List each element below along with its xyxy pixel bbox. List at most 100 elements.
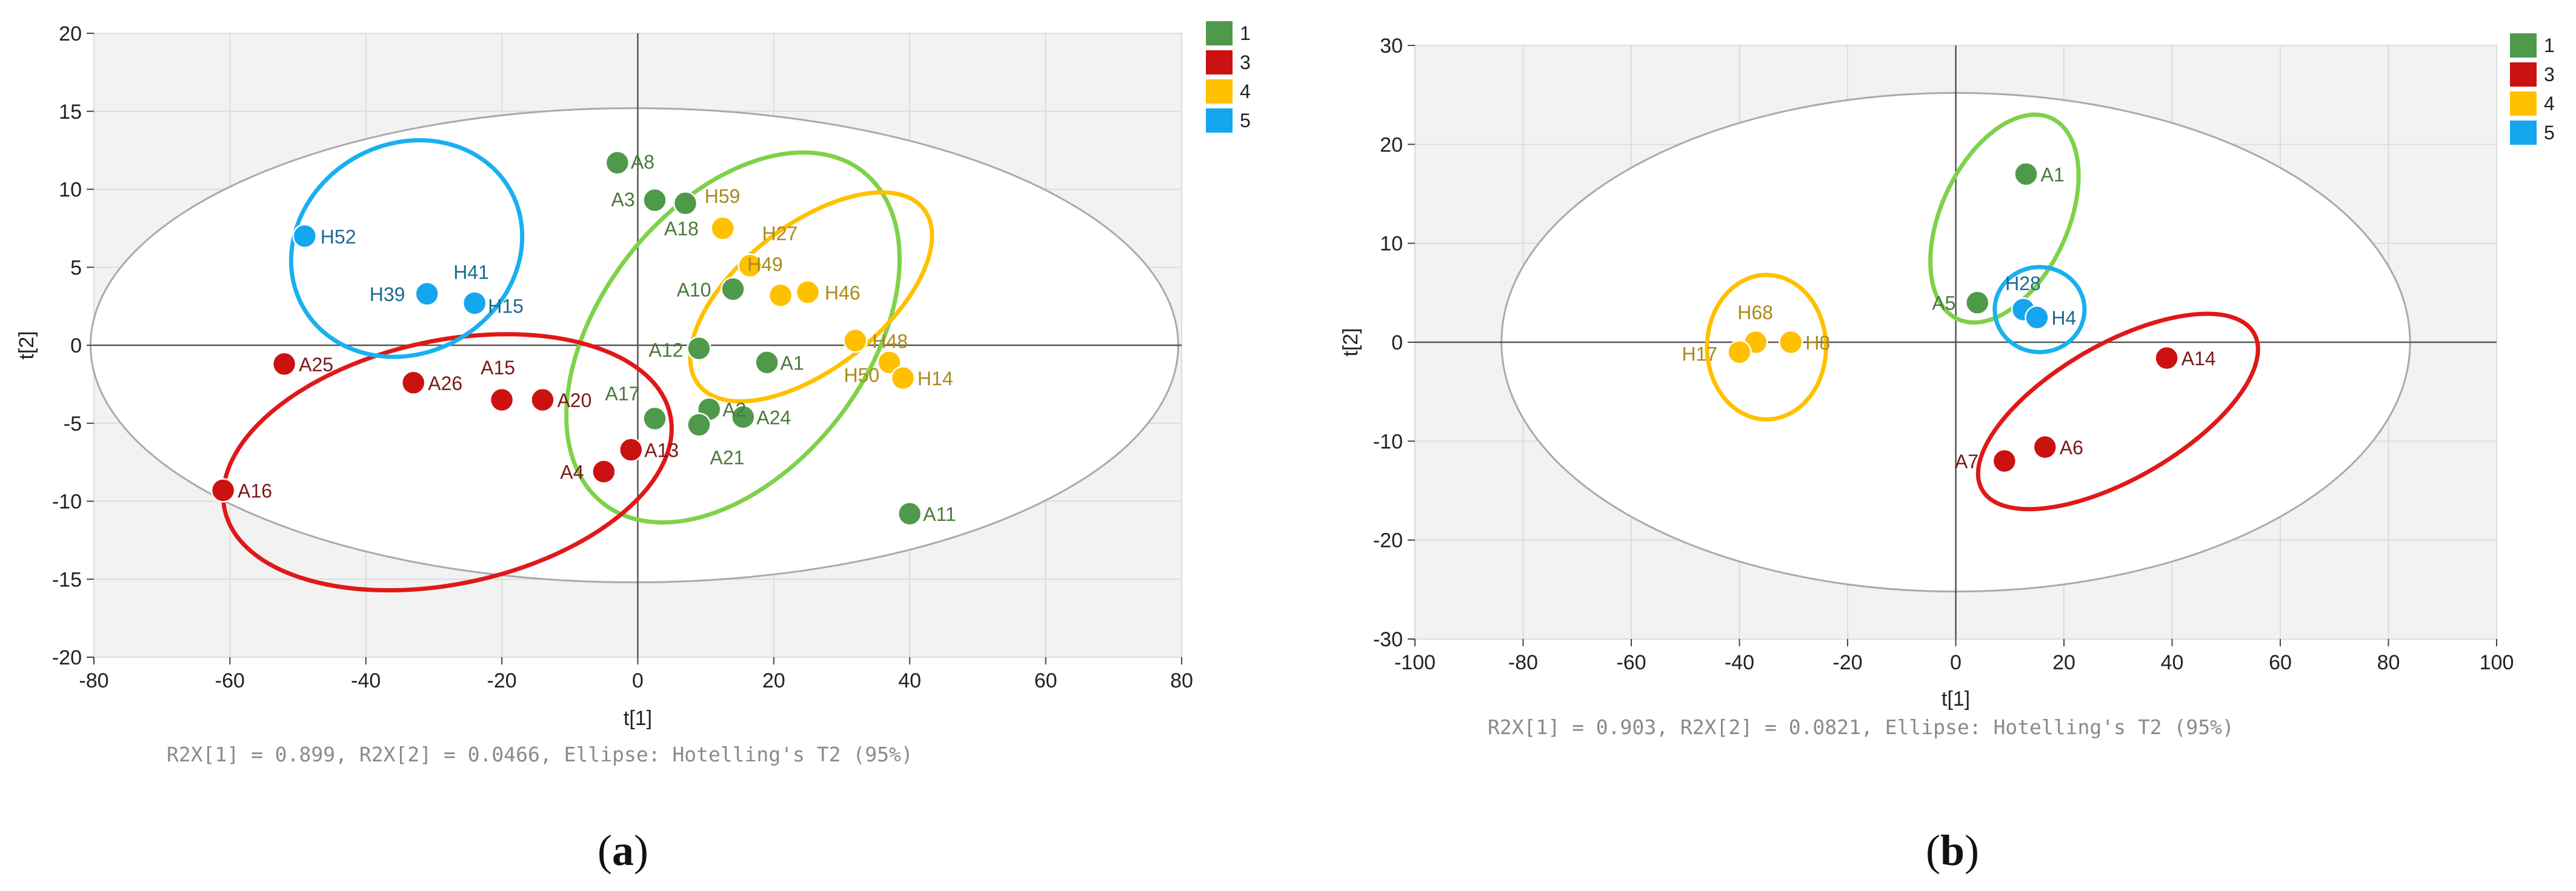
point-A20[interactable] [530, 387, 555, 412]
point-H46[interactable] [795, 280, 820, 305]
y-tick-label: 15 [59, 101, 82, 124]
point-A18[interactable] [673, 191, 698, 216]
point-label-A1: A1 [2041, 164, 2065, 185]
point-label-H14: H14 [917, 368, 953, 389]
x-tick-label: 20 [2052, 651, 2075, 674]
point-A1[interactable] [754, 350, 779, 375]
point-A3[interactable] [642, 188, 667, 213]
point-A8[interactable] [605, 150, 630, 175]
point-H49[interactable] [768, 283, 793, 308]
legend-swatch-3 [2510, 62, 2537, 87]
point-A24[interactable] [731, 405, 756, 429]
x-tick-label: 80 [1170, 669, 1193, 692]
point-H4[interactable] [2025, 305, 2049, 330]
point-label-A26: A26 [428, 373, 462, 394]
y-tick-label: -20 [1373, 529, 1403, 552]
point-label-A21: A21 [710, 446, 744, 468]
point-A14[interactable] [2154, 345, 2179, 371]
y-tick-label: -10 [1373, 430, 1403, 453]
point-A6[interactable] [2032, 434, 2058, 460]
footer-stats: R2X[1] = 0.903, R2X[2] = 0.0821, Ellipse… [1488, 715, 2234, 739]
point-label-H68: H68 [1737, 302, 1773, 323]
point-H17[interactable] [1727, 340, 1752, 365]
x-tick-label: -20 [1832, 651, 1862, 674]
point-H52[interactable] [292, 224, 318, 248]
point-label-A13: A13 [644, 440, 679, 462]
series-3: A25 A26 A15 A20 A13 A4 A16 [210, 351, 679, 503]
point-A12[interactable] [687, 336, 711, 361]
point-label-H15: H15 [488, 295, 524, 317]
x-tick-label: 0 [632, 669, 644, 692]
point-label-A6: A6 [2060, 437, 2083, 459]
y-tick-label: -5 [64, 412, 82, 436]
point-A1[interactable] [2014, 162, 2039, 187]
point-H39[interactable] [414, 281, 439, 306]
x-tick-label: -60 [215, 669, 245, 692]
x-tick-label: -60 [1616, 651, 1646, 674]
point-label-A2: A2 [722, 399, 746, 421]
point-label-A17: A17 [605, 383, 640, 405]
point-A21[interactable] [687, 412, 711, 437]
point-A7[interactable] [1992, 448, 2017, 474]
y-tick-label: -30 [1373, 628, 1403, 651]
footer-stats: R2X[1] = 0.899, R2X[2] = 0.0466, Ellipse… [167, 743, 913, 766]
point-H14[interactable] [890, 365, 916, 391]
x-tick-label: -40 [351, 669, 381, 692]
legend-label-1: 1 [1240, 22, 1251, 44]
point-A16[interactable] [210, 478, 236, 503]
panel-b: -100 -80 -60 -40 -20 0 20 40 60 80 100-30-20-10010… [1339, 33, 2555, 875]
point-A11[interactable] [897, 501, 922, 526]
point-H50[interactable] [877, 350, 902, 375]
x-tick-label: 0 [1950, 651, 1962, 674]
x-tick-label: 60 [2269, 651, 2292, 674]
y-axis-title: t[2] [1339, 328, 1362, 356]
x-tick-label: 80 [2377, 651, 2400, 674]
y-tick-label: 10 [1380, 233, 1403, 256]
point-A10[interactable] [721, 277, 745, 302]
series-4: H68 H17 H8 [1682, 302, 1831, 365]
y-tick-label: 5 [70, 256, 82, 279]
legend: 1 3 4 5 [2510, 33, 2555, 145]
point-H15[interactable] [462, 291, 487, 316]
axis-ticks: -80 -60 -40 -20 0 20 40 60 80 -20 -15 -10 -5 0 5 10 15 20 [52, 22, 1193, 692]
y-tick-label: 20 [1380, 133, 1403, 156]
point-H8[interactable] [1779, 330, 1803, 355]
x-axis-title: t[1] [1942, 687, 1970, 710]
point-label-A7: A7 [1955, 451, 1979, 472]
panel-a: -80 -60 -40 -20 0 20 40 60 80-20-15-10-505101520… [15, 21, 1251, 875]
y-tick-label: 30 [1380, 35, 1403, 58]
legend: 1 3 4 5 [1206, 21, 1251, 133]
legend-label-5: 5 [2544, 122, 2555, 144]
legend-swatch-5 [1206, 108, 1233, 133]
point-label-A25: A25 [299, 354, 333, 376]
point-A5[interactable] [1965, 290, 1990, 315]
point-label-A4: A4 [560, 462, 584, 483]
legend-swatch-4 [2510, 91, 2537, 116]
legend-swatch-4 [1206, 79, 1233, 104]
group-3-ellipse [1975, 311, 2260, 512]
point-label-A20: A20 [557, 389, 591, 411]
point-A15[interactable] [489, 387, 514, 412]
point-A25[interactable] [271, 351, 297, 377]
legend-label-5: 5 [1240, 110, 1251, 131]
point-A4[interactable] [591, 459, 616, 484]
legend-swatch-3 [1206, 50, 1233, 75]
x-tick-label: -40 [1725, 651, 1754, 674]
legend-swatch-1 [2510, 33, 2537, 58]
x-tick-label: 60 [1034, 669, 1057, 692]
legend-label-4: 4 [2544, 93, 2555, 114]
point-A26[interactable] [401, 370, 426, 396]
point-label-H28: H28 [2005, 273, 2041, 294]
group-3-ellipse [221, 332, 674, 593]
x-tick-label: -100 [1394, 651, 1436, 674]
point-A17[interactable] [642, 406, 667, 431]
point-H48[interactable] [843, 328, 868, 353]
point-A13[interactable] [619, 437, 644, 462]
panel-label-letter: a [612, 826, 634, 875]
point-H59[interactable] [710, 216, 735, 241]
point-H27[interactable] [737, 253, 762, 278]
point-label-A18: A18 [664, 218, 699, 240]
x-tick-label: -80 [1508, 651, 1538, 674]
y-tick-label: 0 [1391, 331, 1403, 354]
